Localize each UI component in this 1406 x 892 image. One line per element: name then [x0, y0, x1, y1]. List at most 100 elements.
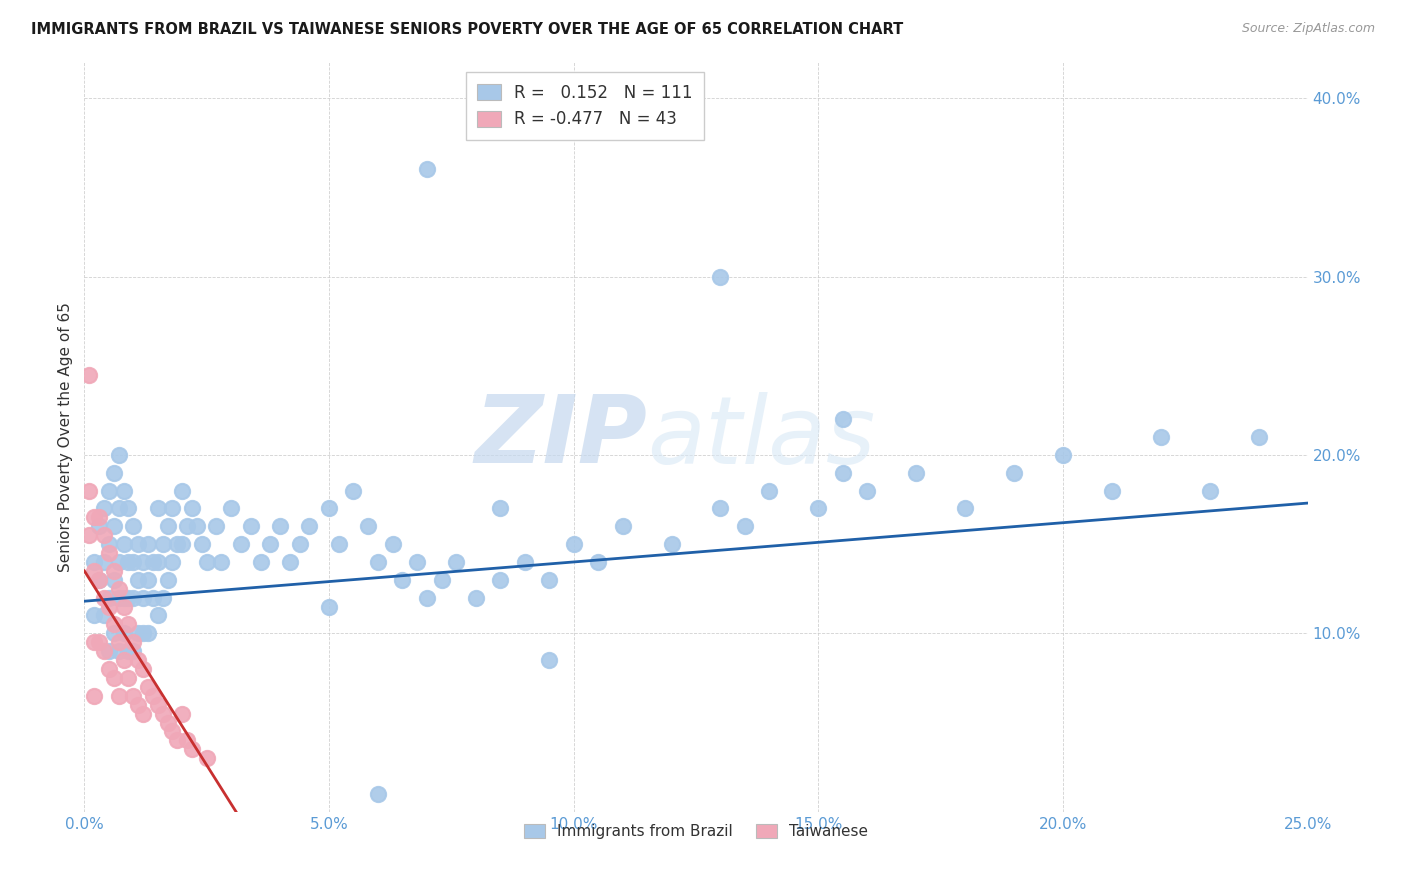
Point [513, 555, 536, 569]
Point [93, 591, 115, 605]
Point [430, 573, 453, 587]
Point [562, 537, 585, 551]
Point [87, 573, 110, 587]
Point [1150, 430, 1173, 444]
Point [132, 662, 155, 676]
Point [87, 519, 110, 533]
Point [734, 519, 756, 533]
Point [381, 537, 404, 551]
Point [127, 698, 149, 712]
Point [259, 537, 281, 551]
Point [142, 689, 165, 703]
Point [132, 591, 155, 605]
Point [416, 591, 439, 605]
Point [107, 689, 129, 703]
Point [127, 653, 149, 667]
Point [97, 591, 120, 605]
Point [127, 626, 149, 640]
Point [146, 608, 169, 623]
Point [152, 591, 174, 605]
Point [127, 573, 149, 587]
Point [107, 448, 129, 462]
Point [172, 483, 194, 498]
Y-axis label: Seniors Poverty Over the Age of 65: Seniors Poverty Over the Age of 65 [58, 302, 73, 572]
Point [117, 501, 139, 516]
Point [122, 591, 145, 605]
Point [117, 555, 139, 569]
Point [758, 483, 780, 498]
Point [489, 573, 512, 587]
Point [661, 537, 683, 551]
Text: ZIP: ZIP [474, 391, 647, 483]
Point [136, 537, 159, 551]
Point [239, 519, 262, 533]
Point [1002, 466, 1025, 480]
Point [83, 555, 105, 569]
Point [112, 626, 135, 640]
Point [146, 698, 169, 712]
Point [146, 501, 169, 516]
Point [97, 599, 120, 614]
Point [107, 591, 129, 605]
Point [219, 501, 242, 516]
Point [112, 653, 135, 667]
Point [298, 519, 321, 533]
Point [117, 644, 139, 658]
Point [856, 483, 879, 498]
Point [831, 412, 853, 426]
Point [107, 644, 129, 658]
Point [391, 573, 413, 587]
Point [1198, 483, 1220, 498]
Point [93, 644, 115, 658]
Point [103, 671, 125, 685]
Point [107, 501, 129, 516]
Point [176, 519, 198, 533]
Point [136, 680, 159, 694]
Point [538, 573, 561, 587]
Point [191, 537, 214, 551]
Point [612, 519, 634, 533]
Point [103, 617, 125, 632]
Point [709, 269, 731, 284]
Point [152, 706, 174, 721]
Point [117, 617, 139, 632]
Point [489, 501, 512, 516]
Point [87, 510, 110, 524]
Point [83, 689, 105, 703]
Point [172, 537, 194, 551]
Point [87, 573, 110, 587]
Point [807, 501, 830, 516]
Point [406, 555, 429, 569]
Point [186, 519, 208, 533]
Point [181, 501, 204, 516]
Point [249, 555, 271, 569]
Point [156, 519, 179, 533]
Legend: Immigrants from Brazil, Taiwanese: Immigrants from Brazil, Taiwanese [517, 818, 875, 846]
Point [142, 591, 165, 605]
Point [166, 537, 188, 551]
Point [367, 787, 389, 801]
Point [103, 466, 125, 480]
Point [176, 733, 198, 747]
Point [156, 573, 179, 587]
Point [93, 501, 115, 516]
Point [103, 519, 125, 533]
Point [132, 555, 155, 569]
Point [328, 537, 350, 551]
Point [122, 635, 145, 649]
Point [97, 483, 120, 498]
Point [83, 564, 105, 578]
Point [229, 537, 252, 551]
Point [953, 501, 976, 516]
Point [1052, 448, 1074, 462]
Point [117, 671, 139, 685]
Point [112, 591, 135, 605]
Point [97, 644, 120, 658]
Point [342, 483, 364, 498]
Point [1247, 430, 1270, 444]
Point [905, 466, 928, 480]
Point [107, 555, 129, 569]
Point [107, 582, 129, 596]
Point [464, 591, 486, 605]
Text: Source: ZipAtlas.com: Source: ZipAtlas.com [1241, 22, 1375, 36]
